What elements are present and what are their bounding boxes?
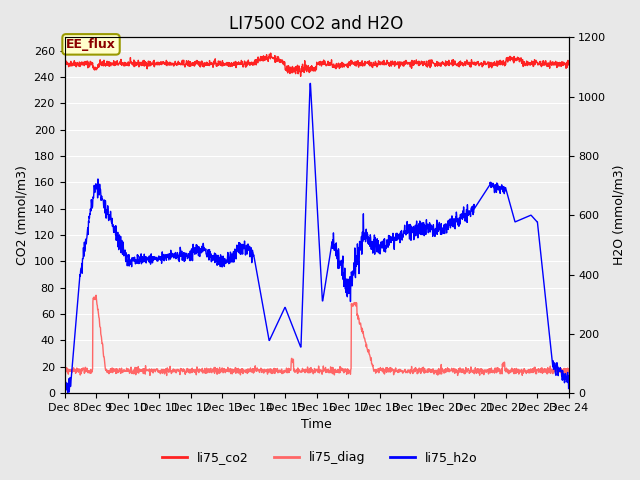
li75_co2 [289,70,296,75]
Text: EE_flux: EE_flux [66,38,116,51]
li75_h2o [307,81,314,86]
li75_co2 [61,60,68,66]
li75_diag [533,369,541,374]
li75_diag [289,357,297,362]
li75_diag [70,368,78,374]
li75_h2o [61,375,68,381]
li75_co2 [319,61,327,67]
li75_h2o [319,296,327,302]
li75_diag [61,367,68,373]
li75_co2 [409,59,417,65]
li75_diag [163,372,170,378]
li75_co2 [564,62,572,68]
li75_co2 [297,73,305,79]
X-axis label: Time: Time [301,419,332,432]
Line: li75_diag: li75_diag [65,295,568,375]
li75_diag [151,367,159,373]
li75_h2o [70,339,78,345]
li75_co2 [70,62,78,68]
li75_diag [92,292,100,298]
li75_co2 [533,59,541,65]
li75_h2o [409,229,417,235]
li75_h2o [151,256,159,262]
Y-axis label: H2O (mmol/m3): H2O (mmol/m3) [612,165,625,265]
Title: LI7500 CO2 and H2O: LI7500 CO2 and H2O [229,15,404,33]
li75_h2o [533,218,541,224]
li75_h2o [289,324,296,330]
li75_co2 [267,50,275,56]
li75_h2o [564,385,572,391]
li75_diag [564,366,572,372]
li75_co2 [151,61,159,67]
Line: li75_h2o: li75_h2o [65,84,568,393]
li75_diag [409,368,417,374]
li75_diag [319,368,327,373]
Y-axis label: CO2 (mmol/m3): CO2 (mmol/m3) [15,165,28,265]
Legend: li75_co2, li75_diag, li75_h2o: li75_co2, li75_diag, li75_h2o [157,446,483,469]
Line: li75_co2: li75_co2 [65,53,568,76]
li75_h2o [64,390,72,396]
